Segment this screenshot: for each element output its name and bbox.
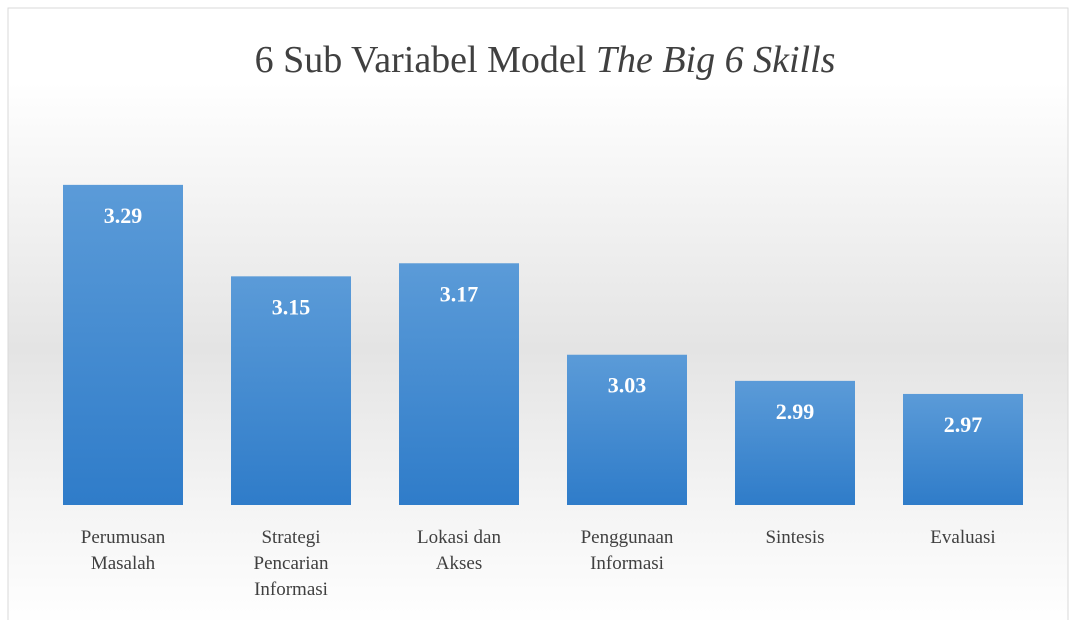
- x-tick-label: Sintesis: [765, 527, 825, 548]
- title-emphasis: The Big 6 Skills: [596, 39, 836, 81]
- frame: [7, 7, 1069, 620]
- x-tick-label: Perumusan Masalah: [80, 527, 166, 574]
- x-tick-label: Evaluasi: [930, 527, 996, 548]
- data-label: 3.29: [104, 203, 143, 228]
- x-tick-label: Strategi Pencarian Informasi: [253, 527, 329, 600]
- chart-title: 6 Sub Variabel Model The Big 6 Skills: [255, 39, 836, 81]
- data-label: 3.03: [608, 373, 647, 398]
- bar: [567, 354, 687, 505]
- data-label: 2.99: [776, 399, 815, 424]
- data-label: 3.17: [440, 281, 479, 306]
- data-label: 3.15: [272, 294, 311, 319]
- bar: [231, 276, 351, 505]
- title-text: 6 Sub Variabel Model: [255, 39, 587, 81]
- x-tick-label: Lokasi dan Akses: [417, 527, 501, 574]
- bar: [735, 380, 855, 505]
- x-tick-label: Penggunaan Informasi: [580, 527, 674, 574]
- bar: [903, 393, 1023, 505]
- bar: [399, 263, 519, 505]
- data-label: 2.97: [944, 412, 983, 437]
- bar: [63, 184, 183, 505]
